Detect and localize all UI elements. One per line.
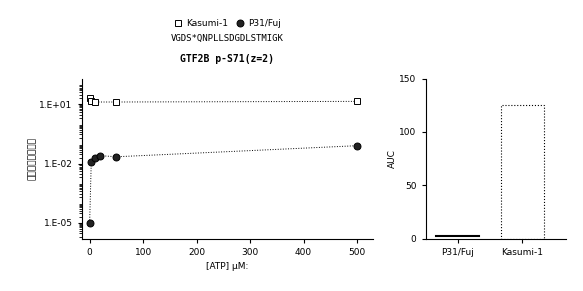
Text: GTF2B p-S71(z=2): GTF2B p-S71(z=2) <box>180 54 275 64</box>
Text: VGDS*QNPLLSDGDLSTMIGK: VGDS*QNPLLSDGDLSTMIGK <box>171 34 284 43</box>
Y-axis label: AUC: AUC <box>388 149 396 168</box>
Y-axis label: 標準化された活性: 標準化された活性 <box>27 137 37 180</box>
Legend: Kasumi-1, P31/Fuj: Kasumi-1, P31/Fuj <box>170 16 285 32</box>
FancyBboxPatch shape <box>501 105 544 239</box>
X-axis label: [ATP] μM:: [ATP] μM: <box>206 262 248 271</box>
